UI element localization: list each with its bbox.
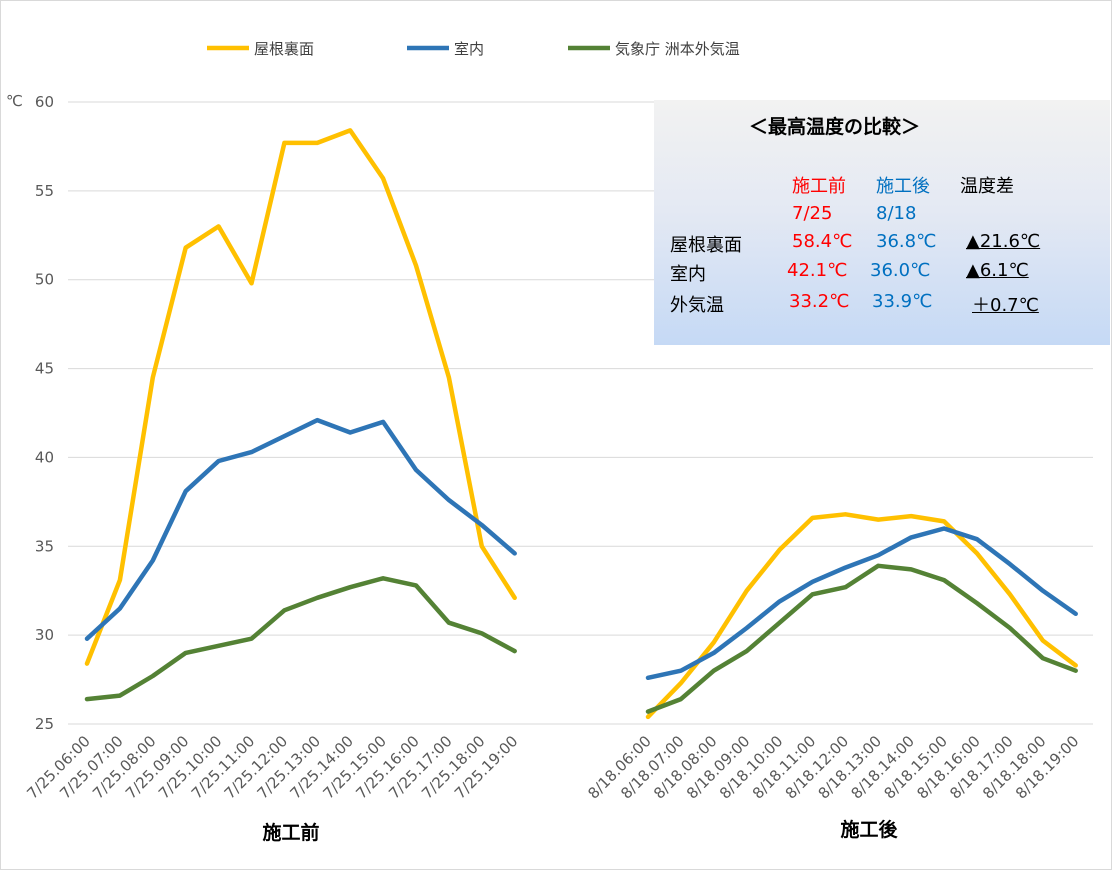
y-tick-label: 50 <box>35 271 54 289</box>
summary-row-diff: ▲6.1℃ <box>966 260 1029 281</box>
summary-date-before: 7/25 <box>792 203 833 224</box>
summary-row-label: 外気温 <box>670 295 724 316</box>
panel-label-after: 施工後 <box>840 818 898 841</box>
x-axis-ticks: 7/25.06:007/25.07:007/25.08:007/25.09:00… <box>23 732 1082 802</box>
summary-row-after: 33.9℃ <box>872 291 933 312</box>
legend-label: 気象庁 洲本外気温 <box>615 40 740 58</box>
y-tick-label: 60 <box>35 93 54 111</box>
summary-date-after: 8/18 <box>876 203 917 224</box>
summary-row-label: 屋根裏面 <box>670 235 742 256</box>
panel-label-before: 施工前 <box>262 821 319 844</box>
summary-row-diff: ＋0.7℃ <box>972 295 1039 316</box>
y-tick-label: 40 <box>35 448 54 466</box>
series-line <box>84 576 517 702</box>
y-tick-label: 45 <box>35 360 54 378</box>
series-line <box>84 128 517 666</box>
y-axis-unit-label: ℃ <box>6 92 23 110</box>
summary-row-before: 42.1℃ <box>787 260 848 281</box>
summary-row-diff: ▲21.6℃ <box>966 231 1041 252</box>
legend: 屋根裏面 室内 気象庁 洲本外気温 <box>207 40 740 58</box>
summary-header-diff: 温度差 <box>960 176 1014 197</box>
series-line <box>645 512 1078 720</box>
summary-title: ＜最高温度の比較＞ <box>749 116 921 138</box>
summary-row-after: 36.8℃ <box>876 231 937 252</box>
legend-label: 屋根裏面 <box>254 40 314 58</box>
summary-header-after: 施工後 <box>876 176 930 197</box>
summary-row-before: 58.4℃ <box>792 231 853 252</box>
max-temperature-comparison-box: ＜最高温度の比較＞ 施工前 施工後 温度差 7/25 8/18 屋根裏面 58.… <box>654 100 1110 345</box>
series-lines <box>84 128 1078 720</box>
series-line <box>645 563 1078 714</box>
y-tick-label: 25 <box>35 715 54 733</box>
y-tick-label: 35 <box>35 537 54 555</box>
series-line <box>645 526 1078 681</box>
summary-row-before: 33.2℃ <box>789 291 850 312</box>
legend-label: 室内 <box>454 40 484 58</box>
y-tick-label: 30 <box>35 626 54 644</box>
y-axis-ticks: 25 30 35 40 45 50 55 60 <box>35 93 54 733</box>
y-tick-label: 55 <box>35 182 54 200</box>
summary-row-label: 室内 <box>670 264 706 285</box>
summary-row-after: 36.0℃ <box>870 260 931 281</box>
series-line <box>84 417 517 641</box>
summary-header-before: 施工前 <box>792 176 846 197</box>
